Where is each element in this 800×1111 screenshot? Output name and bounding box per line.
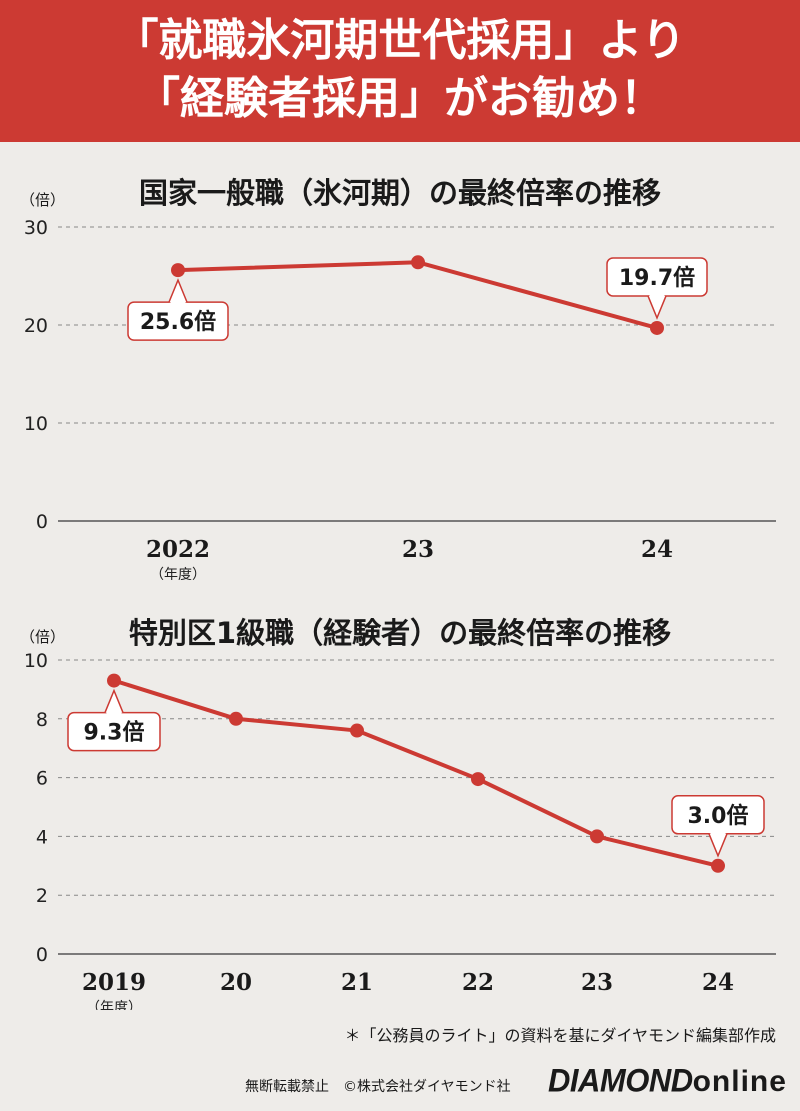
y-tick-label: 4 [36, 826, 48, 848]
chart1-plot: 0 10 20 30 2022 23 24 （年度） 25.6倍 19.7倍 [24, 217, 776, 580]
diamond-online-logo: DIAMONDonline [548, 1062, 787, 1099]
x-tick-label: 24 [702, 969, 734, 996]
data-point [411, 255, 425, 270]
x-tick-label: 23 [402, 536, 434, 563]
data-point [107, 673, 121, 688]
data-label: 3.0倍 [688, 803, 749, 829]
data-label-callout: 25.6倍 [127, 278, 229, 341]
y-tick-label: 0 [36, 511, 48, 533]
series-line [113, 678, 719, 868]
y-tick-label: 8 [36, 709, 48, 731]
data-point [711, 858, 725, 873]
chart2-title: 特別区1級職（経験者）の最終倍率の推移 [128, 616, 672, 650]
y-tick-label: 10 [24, 413, 48, 435]
callout-pointer [708, 833, 728, 858]
x-tick-label: 20 [220, 969, 252, 996]
y-tick-label: 6 [36, 768, 48, 790]
data-point [350, 723, 364, 738]
chart2-y-unit: （倍） [20, 628, 66, 646]
headline-line-2: 「経験者採用」がお勧め！ [136, 73, 664, 124]
chart1-title: 国家一般職（氷河期）の最終倍率の推移 [138, 176, 661, 210]
x-unit-note: （年度） [150, 567, 206, 580]
x-tick-label: 21 [341, 969, 373, 996]
x-unit-note: （年度） [86, 1000, 142, 1010]
x-tick-label: 2019 [82, 969, 146, 996]
logo-brand: DIAMOND [548, 1062, 693, 1099]
x-tick-label: 2022 [146, 536, 210, 563]
data-label: 9.3倍 [84, 720, 145, 746]
y-tick-label: 30 [24, 217, 48, 239]
data-point [650, 320, 664, 335]
y-tick-label: 10 [24, 650, 48, 672]
data-point [590, 829, 604, 844]
x-tick-label: 22 [462, 969, 494, 996]
data-point [229, 711, 243, 726]
data-point [471, 772, 485, 787]
data-label: 25.6倍 [140, 309, 216, 335]
x-tick-label: 24 [641, 536, 673, 563]
header-banner: 「就職氷河期世代採用」より 「経験者採用」がお勧め！ [0, 0, 800, 142]
series-line [177, 260, 658, 330]
callout-pointer [168, 278, 188, 303]
chart1-y-unit: （倍） [20, 191, 66, 209]
x-tick-label: 23 [581, 969, 613, 996]
callout-pointer [104, 688, 124, 713]
y-tick-label: 0 [36, 944, 48, 966]
data-label-callout: 3.0倍 [671, 795, 765, 858]
data-label-callout: 9.3倍 [67, 688, 161, 752]
y-tick-label: 2 [36, 885, 48, 907]
source-footnote: ＊「公務員のライト」の資料を基にダイヤモンド編集部作成 [344, 1026, 776, 1045]
y-tick-label: 20 [24, 315, 48, 337]
callout-pointer [647, 295, 667, 320]
copyright-notice: 無断転載禁止 ©株式会社ダイヤモンド社 [245, 1079, 511, 1095]
logo-suffix: online [692, 1065, 787, 1098]
data-label-callout: 19.7倍 [606, 257, 708, 320]
data-point [171, 263, 185, 278]
data-label: 19.7倍 [619, 265, 695, 291]
headline-line-1: 「就職氷河期世代採用」より [114, 15, 686, 66]
